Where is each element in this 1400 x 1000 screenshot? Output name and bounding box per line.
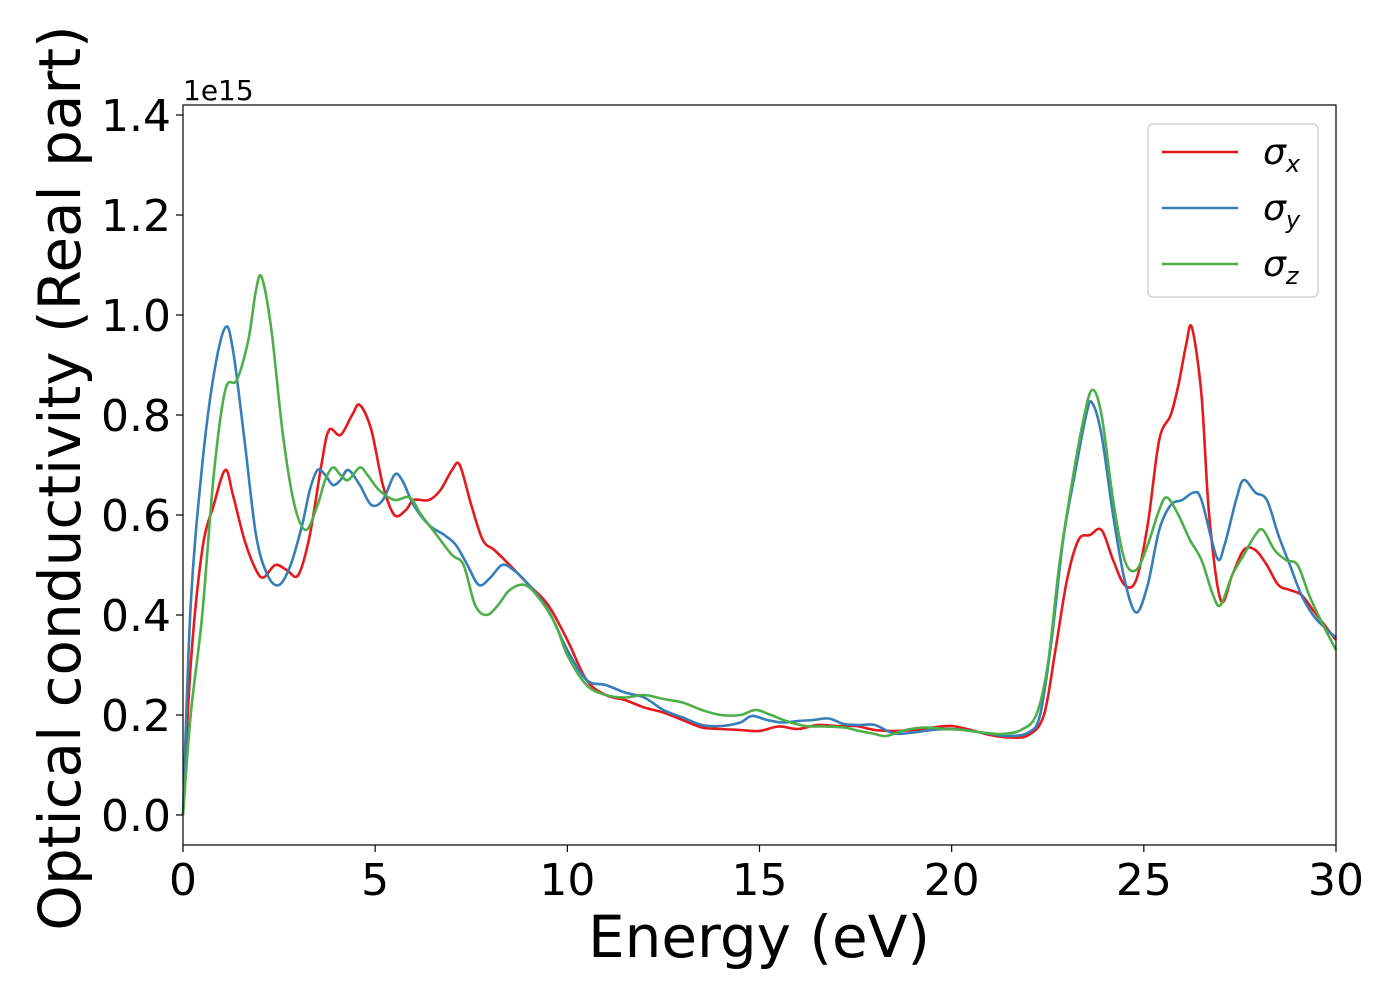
x-axis: 0 5 10 15 20 25 30 — [169, 845, 1364, 906]
y-axis: 0.0 0.2 0.4 0.6 0.8 1.0 1.2 1.4 — [101, 91, 183, 842]
y-tick-label: 1.0 — [101, 291, 171, 342]
y-tick-label: 1.2 — [101, 191, 171, 242]
y-offset-label: 1e15 — [183, 74, 254, 107]
y-tick-label: 0.8 — [101, 391, 171, 442]
plot-area — [183, 105, 1336, 845]
x-tick-label: 15 — [732, 855, 788, 906]
legend-label-sigma-x: σx — [1263, 132, 1301, 178]
x-tick-label: 25 — [1116, 855, 1172, 906]
legend: σx σy σz — [1147, 123, 1319, 298]
x-axis-title: Energy (eV) — [588, 903, 930, 971]
y-tick-label: 1.4 — [101, 91, 171, 142]
legend-label-sigma-y: σy — [1263, 188, 1301, 234]
y-axis-title: Optical conductivity (Real part) — [26, 25, 94, 930]
legend-frame — [1147, 123, 1319, 298]
series-line-sigma-z — [181, 273, 1338, 816]
series-line-sigma-x — [181, 324, 1338, 816]
y-tick-label: 0.0 — [101, 791, 171, 842]
y-tick-label: 0.4 — [101, 591, 171, 642]
legend-label-sigma-z: σz — [1263, 244, 1300, 290]
series-layer — [181, 273, 1338, 816]
y-tick-label: 0.2 — [101, 691, 171, 742]
x-tick-label: 30 — [1308, 855, 1364, 906]
series-line-sigma-y — [181, 325, 1337, 816]
x-tick-label: 0 — [169, 855, 197, 906]
x-tick-label: 20 — [924, 855, 980, 906]
y-tick-label: 0.6 — [101, 491, 171, 542]
x-tick-label: 5 — [361, 855, 389, 906]
x-tick-label: 10 — [539, 855, 595, 906]
